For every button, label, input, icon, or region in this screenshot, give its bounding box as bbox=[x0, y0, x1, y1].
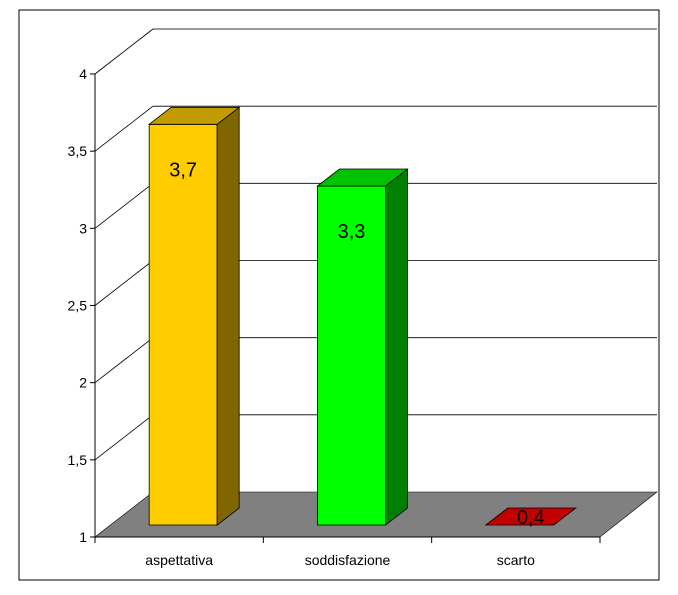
bar-side bbox=[216, 106, 240, 526]
bar-side bbox=[385, 168, 408, 526]
y-tick-label: 3 bbox=[79, 220, 87, 236]
axes-group: 1 1,5 2 2,5 3 3,5 4 aspettativa soddisfazione sca… bbox=[68, 66, 601, 568]
gridline-side bbox=[94, 105, 154, 152]
x-tick-label: soddisfazione bbox=[305, 552, 391, 568]
bar-2 bbox=[484, 507, 578, 526]
y-tick-label: 2,5 bbox=[68, 298, 88, 314]
y-tick-label: 1 bbox=[79, 529, 87, 545]
x-tick-label: scarto bbox=[497, 552, 535, 568]
y-tick-label: 2 bbox=[79, 375, 87, 391]
gridline-side bbox=[94, 260, 154, 306]
bar-0 bbox=[147, 106, 241, 526]
gridline-side bbox=[94, 183, 154, 229]
y-tick-label: 1,5 bbox=[68, 452, 88, 468]
bars-group bbox=[147, 106, 578, 526]
data-label: 3,3 bbox=[338, 221, 366, 243]
gridline-side bbox=[94, 337, 154, 383]
data-label: 0,4 bbox=[517, 507, 545, 529]
bar-top bbox=[316, 168, 409, 187]
gridline-side bbox=[94, 414, 154, 461]
x-tick-label: aspettativa bbox=[145, 552, 213, 568]
data-label: 3,7 bbox=[169, 159, 197, 181]
gridline-side bbox=[94, 28, 154, 75]
labels-group: 3,7 3,3 0,4 bbox=[169, 159, 544, 529]
bar-top bbox=[147, 106, 241, 125]
bar-1 bbox=[316, 168, 409, 526]
y-tick-label: 3,5 bbox=[68, 143, 88, 159]
bar-top bbox=[484, 507, 578, 526]
y-tick-label: 4 bbox=[79, 66, 87, 82]
bar-front bbox=[148, 123, 218, 526]
